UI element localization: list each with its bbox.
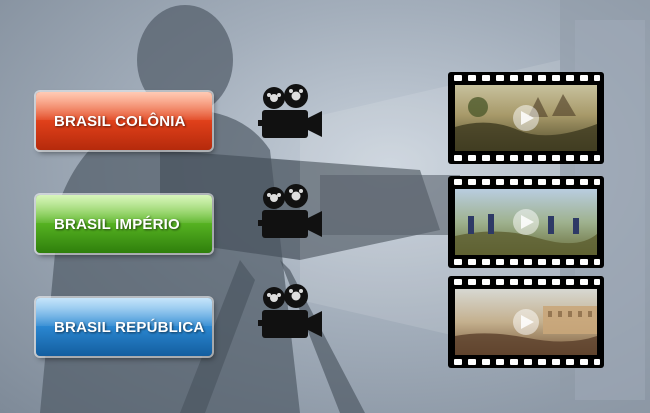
video-thumbnail-imperio[interactable] (448, 176, 604, 268)
play-icon (513, 309, 539, 335)
play-icon (513, 105, 539, 131)
film-camera-icon (258, 284, 322, 338)
brasil-imperio-button[interactable]: BRASIL IMPÉRIO (36, 195, 212, 253)
video-thumbnail-colonia[interactable] (448, 72, 604, 164)
brasil-colonia-button[interactable]: BRASIL COLÔNIA (36, 92, 212, 150)
brasil-republica-button[interactable]: BRASIL REPÚBLICA (36, 298, 212, 356)
brasil-colonia-label: BRASIL COLÔNIA (54, 112, 186, 130)
video-thumbnail-republica[interactable] (448, 276, 604, 368)
brasil-republica-label: BRASIL REPÚBLICA (54, 318, 205, 336)
play-icon (513, 209, 539, 235)
brasil-imperio-label: BRASIL IMPÉRIO (54, 215, 180, 233)
film-camera-icon (258, 84, 322, 138)
film-camera-icon (258, 184, 322, 238)
